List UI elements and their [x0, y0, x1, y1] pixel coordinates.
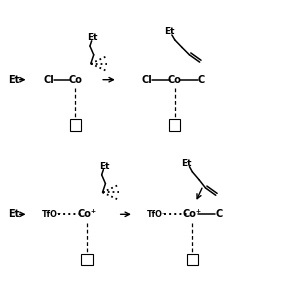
- Bar: [187, 254, 198, 265]
- Text: Et: Et: [164, 27, 174, 36]
- Text: Et: Et: [99, 161, 110, 171]
- Text: Cl: Cl: [142, 75, 152, 85]
- Text: C: C: [215, 209, 222, 219]
- Text: TfO⁻: TfO⁻: [147, 210, 167, 219]
- Text: Cl: Cl: [44, 75, 54, 85]
- Text: Et: Et: [8, 75, 19, 85]
- Text: Co⁺: Co⁺: [183, 209, 202, 219]
- Text: Co: Co: [168, 75, 182, 85]
- Bar: [70, 119, 81, 131]
- Text: Et: Et: [181, 158, 192, 168]
- Bar: [169, 119, 180, 131]
- Text: Co: Co: [69, 75, 82, 85]
- Text: TfO⁻: TfO⁻: [42, 210, 62, 219]
- Text: Co⁺: Co⁺: [77, 209, 96, 219]
- Text: Et: Et: [88, 33, 98, 42]
- Text: Et: Et: [8, 209, 19, 219]
- Text: C: C: [198, 75, 205, 85]
- Bar: [81, 254, 93, 265]
